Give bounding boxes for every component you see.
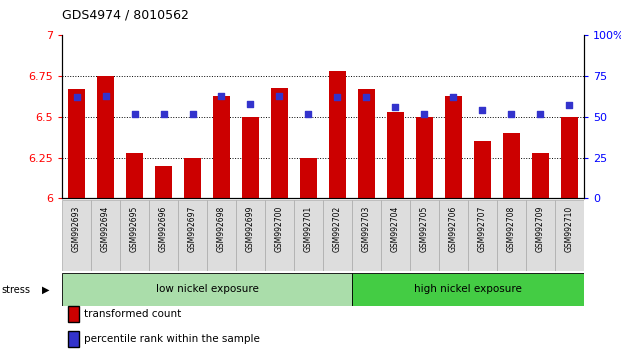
Bar [323,200,352,271]
Bar [502,133,520,198]
Text: GSM992707: GSM992707 [478,206,487,252]
Text: GSM992699: GSM992699 [246,206,255,252]
Point [304,111,314,116]
Text: stress: stress [1,285,30,295]
Point [564,103,574,108]
Text: GSM992695: GSM992695 [130,206,139,252]
Bar [213,96,230,198]
Bar [381,200,410,271]
Point [101,93,111,98]
Bar [62,273,352,306]
Point [419,111,429,116]
Point [361,95,371,100]
Bar [439,200,468,271]
Bar [358,89,375,198]
Bar [526,200,555,271]
Bar [352,273,584,306]
Bar [532,153,549,198]
Text: GSM992696: GSM992696 [159,206,168,252]
Point [188,111,197,116]
Bar [468,200,497,271]
Bar [184,158,201,198]
Bar [410,200,439,271]
Bar [555,200,584,271]
Point [71,95,81,100]
Text: GSM992709: GSM992709 [536,206,545,252]
Point [535,111,545,116]
Bar [415,117,433,198]
Bar [242,117,259,198]
Bar [387,112,404,198]
Point [478,108,487,113]
Point [506,111,516,116]
Text: GSM992705: GSM992705 [420,206,429,252]
Text: GSM992704: GSM992704 [391,206,400,252]
Text: GSM992697: GSM992697 [188,206,197,252]
Text: GSM992698: GSM992698 [217,206,226,252]
Bar [126,153,143,198]
Text: GSM992700: GSM992700 [275,206,284,252]
Bar [352,200,381,271]
Text: GDS4974 / 8010562: GDS4974 / 8010562 [62,9,189,22]
Bar [474,141,491,198]
Bar [178,200,207,271]
Bar [207,200,236,271]
Bar [561,117,578,198]
Text: GSM992706: GSM992706 [449,206,458,252]
Text: GSM992708: GSM992708 [507,206,516,252]
Bar [62,200,91,271]
Bar [97,76,114,198]
Bar [294,200,323,271]
Point [448,95,458,100]
Text: GSM992694: GSM992694 [101,206,110,252]
Point [217,93,227,98]
Bar [120,200,149,271]
Text: GSM992710: GSM992710 [564,206,574,252]
Point [245,101,255,107]
Point [274,93,284,98]
Bar [236,200,265,271]
Bar [497,200,526,271]
Text: percentile rank within the sample: percentile rank within the sample [84,334,260,344]
Text: GSM992703: GSM992703 [362,206,371,252]
Bar [68,89,85,198]
Point [391,104,401,110]
Text: GSM992701: GSM992701 [304,206,313,252]
Point [130,111,140,116]
Point [332,95,342,100]
Bar [91,200,120,271]
Bar [155,166,172,198]
Text: ▶: ▶ [42,285,50,295]
Bar [149,200,178,271]
Bar [271,87,288,198]
Point [158,111,168,116]
Bar [445,96,462,198]
Bar [300,158,317,198]
Bar [329,71,346,198]
Text: transformed count: transformed count [84,309,181,319]
Text: high nickel exposure: high nickel exposure [414,284,522,295]
Text: GSM992702: GSM992702 [333,206,342,252]
Text: GSM992693: GSM992693 [72,206,81,252]
Text: low nickel exposure: low nickel exposure [156,284,258,295]
Bar [265,200,294,271]
